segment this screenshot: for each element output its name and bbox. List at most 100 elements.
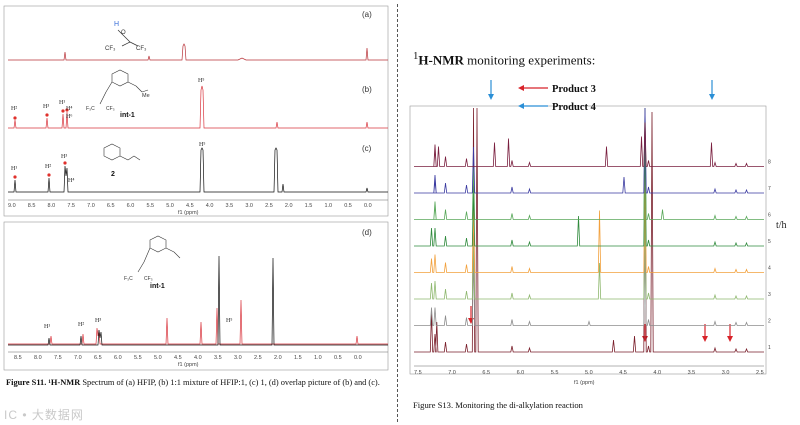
arrow-product3-a [468,318,474,324]
tick-label: 5.5 [146,203,154,209]
caption-figure-s11: Figure S11. ¹H-NMR Spectrum of (a) HFIP,… [6,376,390,390]
tick-label: 3.0 [234,355,242,361]
tick-label: 8.0 [34,355,42,361]
trace-6 [414,107,764,220]
tick-label: 5.0 [154,355,162,361]
tick-label: 7.5 [67,203,75,209]
spectrum-d-red [8,299,388,345]
tick-label: 4.5 [174,355,182,361]
tick-label: 5.0 [585,370,593,376]
peak-label-b-h2: H² [11,106,17,112]
tick-label: 6.5 [94,355,102,361]
trace-index-8: 8 [768,160,771,166]
tick-label: 2.0 [274,355,282,361]
tick-label: 6.5 [107,203,115,209]
trace-index-3: 3 [768,292,771,298]
x-ticks-upper: 9.0 8.5 8.0 7.5 7.0 6.5 6.0 5.5 5.0 4.5 4.0 3.5 3.0 2… [8,203,372,209]
hfip-structure [117,29,139,47]
top-arrow-product4-right [709,94,715,100]
trace-index-labels: 1 2 3 4 5 6 7 8 [768,160,771,352]
tick-label: 3.5 [226,203,234,209]
peak-label-d-h1: H¹ [44,324,50,330]
hfip-cf3-left: CF₃ [105,46,116,52]
panel-label-c: (c) [362,144,372,153]
tick-label: 0.5 [334,355,342,361]
tick-label: 1.5 [305,203,313,209]
int1-structure-d [137,235,181,273]
tick-label: 6.0 [517,370,525,376]
trace-4 [414,172,764,273]
left-lower-frame [3,221,389,371]
right-plot-frame [409,105,767,375]
watermark: IC • 大数据网 [4,408,84,422]
compound-2-c: 2 [111,171,115,178]
title-bold: H-NMR [418,52,464,68]
trace-index-7: 7 [768,186,771,192]
peak-label-b-h4: H⁴ [66,106,72,112]
caption-s11-rest: Spectrum of (a) HFIP, (b) 1:1 mixture of… [80,378,380,387]
tick-label: 6.5 [482,370,490,376]
peak-label-c-h3: H³ [61,154,67,160]
peak-label-b-h5: H⁵ [198,78,204,84]
compound2-structure [103,143,141,161]
x-ticks-lower: 8.5 8.0 7.5 7.0 6.5 6.0 5.5 5.0 4.5 4.0 3.5 3.0 2.5 2… [14,355,362,361]
peak-label-b-h6: H⁶ [66,114,72,120]
peak-label-c-h2: H² [45,164,51,170]
peak-label-c-h5: H⁵ [199,142,205,148]
compound-int1-b: int-1 [120,112,135,119]
tick-label: 6.0 [114,355,122,361]
peak-label-d-h5: H⁵ [226,318,232,324]
svg-text:F₃C: F₃C [124,276,133,282]
panel-label-d: (d) [362,228,372,237]
tick-label: 5.5 [134,355,142,361]
arrow-product3-c [702,336,708,342]
tick-label: 3.0 [245,203,253,209]
spectrum-c [8,147,388,193]
svg-text:O: O [121,30,126,36]
svg-text:CF₃: CF₃ [106,106,115,112]
panel-label-b: (b) [362,85,372,94]
trace-index-6: 6 [768,213,771,219]
svg-text:Me: Me [142,93,150,99]
y-axis-label-th: t/h [776,220,787,231]
svg-text:F₃C: F₃C [86,106,95,112]
tick-label: 8.0 [48,203,56,209]
tick-label: 9.0 [8,203,16,209]
x-axis-label-right: f1 (ppm) [574,380,595,386]
tick-label: 1.0 [324,203,332,209]
hfip-h-label: H [114,21,119,28]
trace-index-1: 1 [768,345,771,351]
tick-label: 7.5 [54,355,62,361]
tick-label: 3.0 [722,370,730,376]
peak-label-c-h1: H¹ [11,166,17,172]
caption-figure-s13: Figure S13. Monitoring the di-alkylation… [413,400,583,410]
x-axis-label-lower: f1 (ppm) [178,362,199,368]
trace-1 [414,107,764,353]
spectrum-d-black [8,255,388,346]
caption-s11-bold: Figure S11. ¹H-NMR [6,378,81,387]
tick-label: 2.5 [265,203,273,209]
trace-index-2: 2 [768,319,771,325]
int1-structure-b [99,69,149,105]
monitoring-title: 1H-NMR monitoring experiments: [413,50,595,68]
tick-label: 6.0 [127,203,135,209]
tick-label: 1.0 [314,355,322,361]
x-axis-label-upper: f1 (ppm) [178,210,199,216]
tick-label: 2.0 [285,203,293,209]
peak-label-c-h4: H⁴ [68,178,74,184]
tick-label: 7.0 [74,355,82,361]
tick-label: 0.5 [344,203,352,209]
tick-label: 4.5 [186,203,194,209]
peak-label-d-h2: H² [78,322,84,328]
tick-label: 4.0 [194,355,202,361]
peak-label-d-h3: H³ [95,318,101,324]
trace-8 [414,122,764,167]
top-arrow-product4-left [488,94,494,100]
tick-label: 0.0 [364,203,372,209]
tick-label: 7.0 [448,370,456,376]
tick-label: 7.5 [414,370,422,376]
left-upper-frame [3,5,389,217]
peak-label-b-h1: H¹ [59,100,65,106]
tick-label: 4.5 [619,370,627,376]
